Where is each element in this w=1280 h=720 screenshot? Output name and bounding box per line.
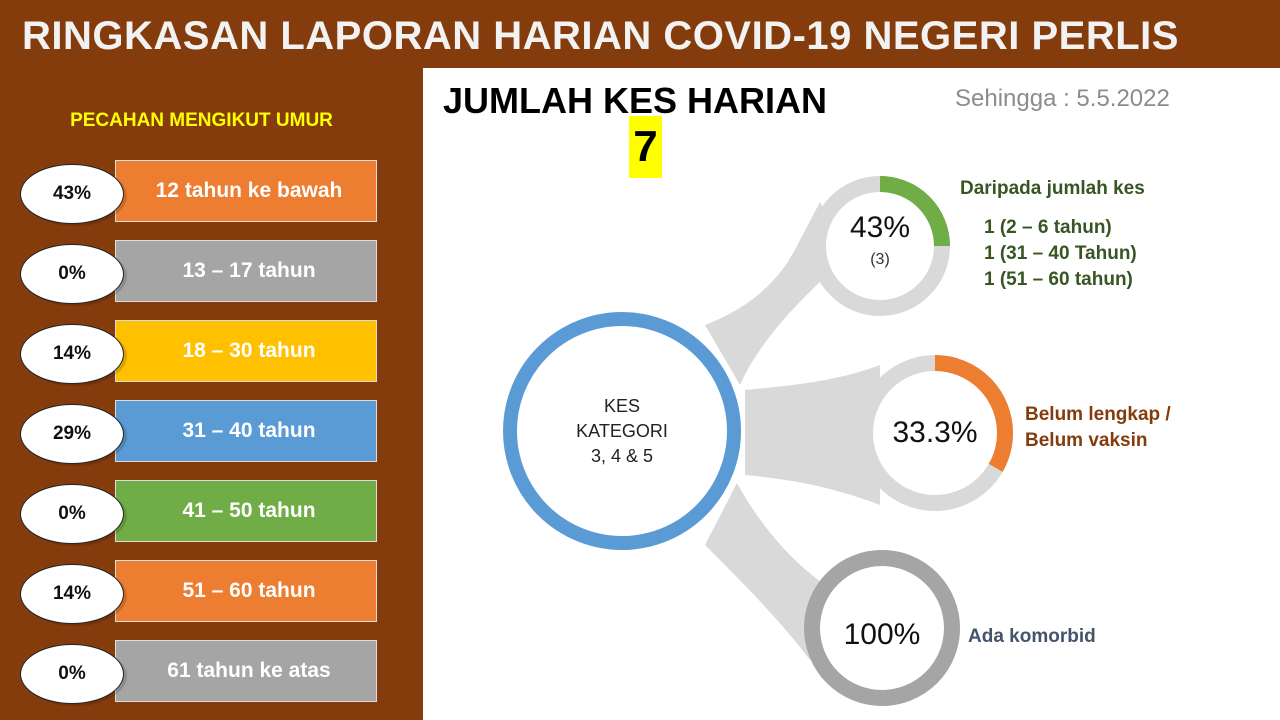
age-group-label: 18 – 30 tahun [115,320,377,382]
page-title: RINGKASAN LAPORAN HARIAN COVID-19 NEGERI… [22,14,1179,58]
connector-middle [745,365,880,505]
hub-label-line: KES [603,396,641,416]
age-row: 18 – 30 tahun 14% [20,320,380,384]
age-group-percent: 0% [20,644,124,704]
age-row: 13 – 17 tahun 0% [20,240,380,304]
daily-cases-heading: JUMLAH KES HARIAN [443,80,828,121]
age-group-label: 51 – 60 tahun [115,560,377,622]
age-row: 41 – 50 tahun 0% [20,480,380,544]
age-group-label: 31 – 40 tahun [115,400,377,462]
title-bar: RINGKASAN LAPORAN HARIAN COVID-19 NEGERI… [0,0,1280,68]
daily-cases-total: 7 [629,116,662,178]
node-note-line: 1 (51 – 60 tahun) [984,269,1133,290]
age-group-label: 61 tahun ke atas [115,640,377,702]
age-group-label: 41 – 50 tahun [115,480,377,542]
connector-bottom [705,483,825,660]
age-breakdown-heading: PECAHAN MENGIKUT UMUR [70,110,333,131]
hub-label-line: KATEGORI [576,421,668,441]
node-note-title: Daripada jumlah kes [960,178,1145,199]
node-count: (3) [870,251,890,268]
node-note-line: 1 (2 – 6 tahun) [984,217,1112,238]
age-row: 51 – 60 tahun 14% [20,560,380,624]
hub-label-line: 3, 4 & 5 [590,446,654,466]
node-ring-fill [810,176,950,316]
age-row: 12 tahun ke bawah 43% [20,160,380,224]
node-note-line: 1 (31 – 40 Tahun) [984,243,1137,264]
age-group-percent: 43% [20,164,124,224]
cases-diagram [503,176,1013,706]
hub-ring [503,312,741,550]
node-percent: 43% [849,211,911,244]
age-group-percent: 14% [20,324,124,384]
report-date: Sehingga : 5.5.2022 [955,85,1170,112]
age-group-percent: 14% [20,564,124,624]
node-percent: 33.3% [892,416,978,449]
node-note-line: Ada komorbid [968,626,1096,647]
age-row: 31 – 40 tahun 29% [20,400,380,464]
node-ring-fill [857,355,1013,511]
node-ring-fill [804,550,960,706]
age-group-percent: 29% [20,404,124,464]
age-row: 61 tahun ke atas 0% [20,640,380,704]
hub-label: KES KATEGORI 3, 4 & 5 [553,394,691,469]
connector-top [705,202,835,385]
node-note-line: Belum vaksin [1025,430,1148,451]
age-group-percent: 0% [20,244,124,304]
age-group-label: 12 tahun ke bawah [115,160,377,222]
node-percent: 100% [843,618,921,651]
age-group-percent: 0% [20,484,124,544]
node-note-line: Belum lengkap / [1025,404,1171,425]
age-group-label: 13 – 17 tahun [115,240,377,302]
